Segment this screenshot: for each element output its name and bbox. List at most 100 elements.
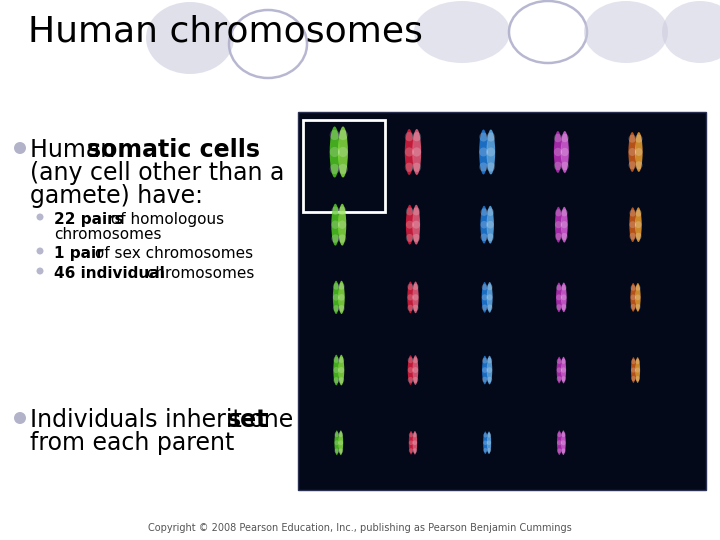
Ellipse shape — [408, 294, 413, 301]
Ellipse shape — [406, 221, 413, 228]
Ellipse shape — [635, 210, 642, 217]
Ellipse shape — [635, 148, 643, 156]
Ellipse shape — [487, 221, 494, 228]
Ellipse shape — [331, 234, 339, 243]
Ellipse shape — [561, 357, 566, 383]
Ellipse shape — [631, 359, 636, 364]
Text: gamete) have:: gamete) have: — [30, 184, 203, 208]
Ellipse shape — [483, 431, 487, 454]
Ellipse shape — [561, 294, 567, 300]
Ellipse shape — [413, 367, 418, 373]
Ellipse shape — [413, 132, 421, 141]
Ellipse shape — [561, 134, 569, 142]
Ellipse shape — [413, 207, 420, 215]
Ellipse shape — [487, 282, 492, 313]
Ellipse shape — [482, 357, 487, 363]
Ellipse shape — [631, 285, 636, 291]
Ellipse shape — [487, 305, 492, 310]
Text: (any cell other than a: (any cell other than a — [30, 161, 284, 185]
Ellipse shape — [406, 205, 413, 245]
Ellipse shape — [479, 130, 487, 174]
Ellipse shape — [333, 357, 339, 363]
Ellipse shape — [333, 294, 339, 301]
Ellipse shape — [554, 148, 562, 156]
Ellipse shape — [629, 135, 636, 143]
Ellipse shape — [338, 164, 348, 174]
Text: of sex chromosomes: of sex chromosomes — [90, 246, 253, 261]
Ellipse shape — [487, 147, 495, 157]
Ellipse shape — [338, 126, 348, 178]
Ellipse shape — [331, 204, 339, 246]
Bar — [298, 112, 706, 490]
Text: chromosomes: chromosomes — [54, 227, 161, 242]
Ellipse shape — [479, 132, 487, 141]
Ellipse shape — [557, 367, 562, 373]
Ellipse shape — [37, 213, 43, 220]
Ellipse shape — [662, 1, 720, 63]
Ellipse shape — [631, 368, 636, 373]
Ellipse shape — [635, 285, 641, 291]
Ellipse shape — [584, 1, 668, 63]
Ellipse shape — [487, 294, 492, 300]
Ellipse shape — [480, 233, 487, 241]
Ellipse shape — [333, 281, 339, 314]
Ellipse shape — [635, 304, 641, 310]
Ellipse shape — [331, 207, 339, 215]
Ellipse shape — [557, 432, 562, 437]
Ellipse shape — [333, 377, 339, 383]
Ellipse shape — [333, 367, 339, 373]
Ellipse shape — [482, 367, 487, 373]
Ellipse shape — [479, 163, 487, 171]
Ellipse shape — [408, 281, 413, 313]
Ellipse shape — [561, 367, 566, 373]
Ellipse shape — [554, 131, 562, 173]
Ellipse shape — [413, 355, 418, 385]
Ellipse shape — [406, 207, 413, 215]
Ellipse shape — [561, 282, 567, 312]
Ellipse shape — [333, 283, 339, 289]
Ellipse shape — [631, 357, 636, 383]
Ellipse shape — [413, 433, 417, 437]
Ellipse shape — [487, 132, 495, 141]
Ellipse shape — [635, 376, 640, 381]
Ellipse shape — [330, 147, 340, 157]
Ellipse shape — [561, 207, 567, 242]
Ellipse shape — [409, 433, 413, 437]
Ellipse shape — [333, 355, 339, 386]
Ellipse shape — [338, 432, 343, 437]
Ellipse shape — [338, 355, 344, 386]
Ellipse shape — [635, 357, 640, 383]
Ellipse shape — [635, 283, 641, 312]
Ellipse shape — [338, 207, 346, 215]
Ellipse shape — [413, 448, 417, 453]
Ellipse shape — [338, 448, 343, 454]
Ellipse shape — [338, 220, 346, 229]
Ellipse shape — [629, 161, 636, 169]
Ellipse shape — [338, 147, 348, 157]
Ellipse shape — [14, 412, 26, 424]
Ellipse shape — [487, 441, 491, 445]
Ellipse shape — [555, 209, 562, 217]
Text: somatic cells: somatic cells — [87, 138, 260, 162]
Text: from each parent: from each parent — [30, 431, 235, 455]
Ellipse shape — [408, 377, 413, 383]
Ellipse shape — [483, 441, 487, 445]
Ellipse shape — [405, 129, 413, 175]
Ellipse shape — [338, 357, 344, 363]
Ellipse shape — [631, 294, 636, 300]
Text: Copyright © 2008 Pearson Education, Inc., publishing as Pearson Benjamin Cumming: Copyright © 2008 Pearson Education, Inc.… — [148, 523, 572, 533]
Ellipse shape — [487, 233, 494, 241]
Ellipse shape — [561, 285, 567, 291]
Ellipse shape — [405, 147, 413, 157]
Ellipse shape — [487, 377, 492, 382]
Ellipse shape — [330, 130, 340, 140]
Ellipse shape — [338, 283, 345, 289]
Ellipse shape — [334, 448, 339, 454]
Ellipse shape — [635, 294, 641, 300]
Ellipse shape — [487, 367, 492, 373]
Ellipse shape — [487, 433, 491, 437]
Ellipse shape — [561, 221, 567, 228]
Ellipse shape — [556, 294, 562, 300]
Ellipse shape — [629, 132, 636, 172]
Text: Individuals inherit one: Individuals inherit one — [30, 408, 301, 432]
